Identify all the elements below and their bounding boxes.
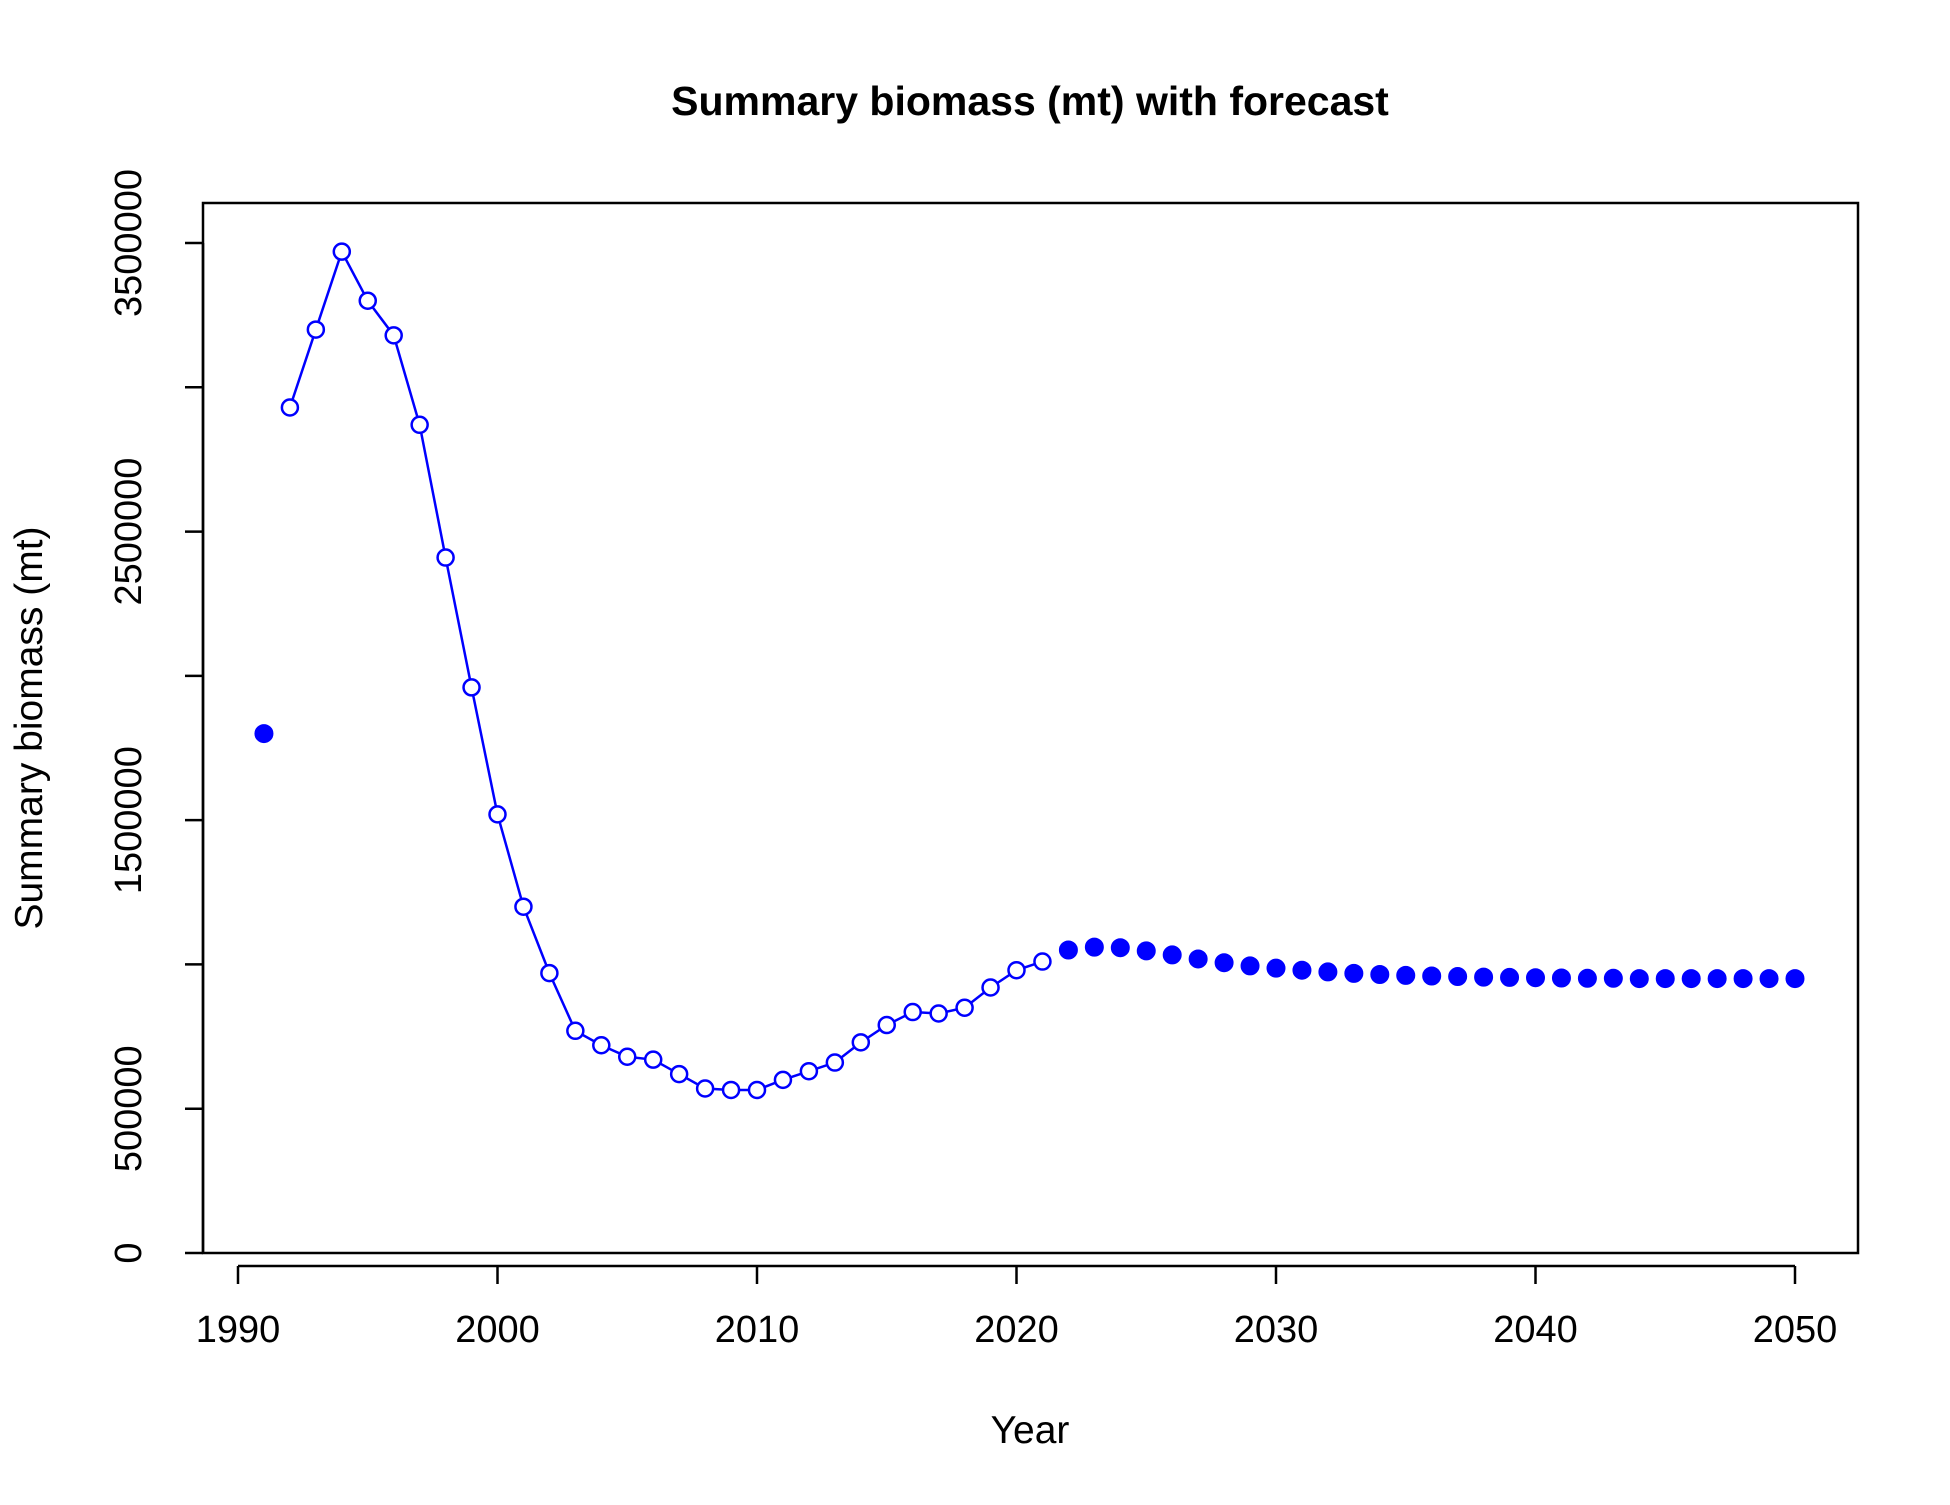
data-point-filled xyxy=(1603,968,1623,988)
data-point-open xyxy=(903,1002,922,1022)
data-point-filled xyxy=(1707,969,1727,989)
y-tick-label: 0 xyxy=(108,1242,150,1263)
data-point-filled xyxy=(1188,949,1208,969)
data-point-filled xyxy=(1292,960,1312,980)
data-point-open xyxy=(773,1070,793,1090)
data-point-filled xyxy=(1318,962,1338,982)
data-point-filled xyxy=(1344,963,1364,983)
data-point-filled xyxy=(1474,967,1494,987)
data-point-filled xyxy=(1422,966,1442,986)
y-axis-label: Summary biomass (mt) xyxy=(8,526,51,929)
x-tick-label: 2010 xyxy=(715,1309,800,1351)
data-point-open xyxy=(877,1015,896,1035)
data-point-filled xyxy=(1110,938,1130,958)
data-point-open xyxy=(280,398,300,417)
data-point-filled xyxy=(1526,968,1545,988)
data-point-filled xyxy=(1448,967,1468,987)
data-point-open xyxy=(384,326,403,345)
y-tick-label: 500000 xyxy=(108,1045,150,1172)
x-tick-label: 2040 xyxy=(1493,1309,1578,1351)
y-tick-label: 2500000 xyxy=(108,458,150,606)
data-point-filled xyxy=(1551,968,1571,988)
data-point-open xyxy=(981,978,1000,997)
data-point-filled xyxy=(254,724,274,744)
data-point-filled xyxy=(1058,940,1078,960)
plot-frame xyxy=(201,201,1860,1255)
data-point-filled xyxy=(1240,956,1260,976)
data-point-open xyxy=(929,1004,948,1023)
data-point-open xyxy=(566,1021,585,1041)
data-point-open xyxy=(306,320,326,339)
data-point-open xyxy=(721,1080,741,1100)
data-point-filled xyxy=(1084,937,1104,957)
data-point-filled xyxy=(1214,953,1234,973)
data-point-filled xyxy=(1759,969,1779,989)
data-point-open xyxy=(1007,960,1026,980)
data-point-open xyxy=(462,678,481,697)
x-axis-label: Year xyxy=(991,1409,1070,1452)
series-line xyxy=(288,248,1043,1092)
x-tick-label: 2030 xyxy=(1234,1309,1319,1351)
x-tick-label: 2000 xyxy=(455,1309,540,1351)
data-point-open xyxy=(514,897,533,916)
data-point-open xyxy=(825,1053,845,1072)
data-point-filled xyxy=(1733,969,1753,989)
data-point-filled xyxy=(1681,969,1701,989)
y-tick-label: 3500000 xyxy=(108,169,150,317)
data-point-open xyxy=(540,963,559,983)
data-point-filled xyxy=(1785,969,1805,989)
y-tick-label: 1500000 xyxy=(108,746,150,894)
data-point-open xyxy=(695,1079,715,1098)
x-tick-label: 1990 xyxy=(196,1309,281,1351)
data-point-open xyxy=(851,1033,871,1052)
data-point-filled xyxy=(1500,967,1520,987)
data-point-open xyxy=(410,415,429,435)
data-point-filled xyxy=(1655,969,1675,989)
data-point-open xyxy=(488,805,507,824)
x-tick-label: 2050 xyxy=(1753,1309,1838,1351)
data-point-open xyxy=(592,1035,611,1055)
x-axis: 1990 2000 2010 2020 2030 2040 2050 xyxy=(196,1264,1838,1351)
data-point-open xyxy=(643,1050,663,1069)
data-point-open xyxy=(436,548,455,567)
data-point-filled xyxy=(1396,965,1416,985)
data-point-open xyxy=(747,1080,767,1100)
data-point-open xyxy=(1033,952,1052,971)
data-point-open xyxy=(955,998,974,1017)
data-point-filled xyxy=(1136,941,1156,961)
data-point-filled xyxy=(1629,969,1649,989)
x-tick-label: 2020 xyxy=(974,1309,1059,1351)
data-point-filled xyxy=(1577,968,1597,988)
data-point-open xyxy=(799,1061,819,1081)
data-point-filled xyxy=(1162,945,1182,965)
series-layer xyxy=(254,242,1805,1100)
data-point-filled xyxy=(1370,965,1390,985)
chart-title: Summary biomass (mt) with forecast xyxy=(671,78,1389,124)
y-axis: 0 500000 1500000 2500000 3500000 xyxy=(108,169,205,1264)
data-point-open xyxy=(618,1047,637,1067)
data-point-open xyxy=(669,1064,689,1084)
data-point-filled xyxy=(1266,958,1286,978)
data-point-open xyxy=(358,291,377,310)
data-point-open xyxy=(332,242,352,261)
